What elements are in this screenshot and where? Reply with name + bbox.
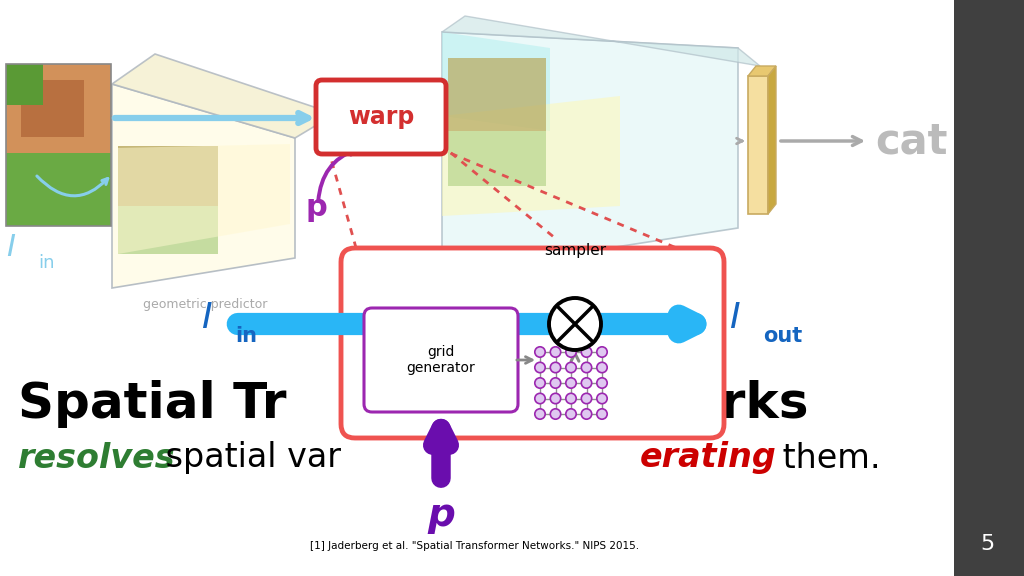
Text: in: in bbox=[234, 326, 257, 346]
Circle shape bbox=[597, 409, 607, 419]
Bar bbox=[449, 58, 546, 186]
Text: spatial var: spatial var bbox=[155, 441, 341, 475]
Text: grid
generator: grid generator bbox=[407, 345, 475, 375]
Circle shape bbox=[566, 409, 577, 419]
FancyBboxPatch shape bbox=[341, 248, 724, 438]
Bar bbox=[748, 76, 768, 214]
Text: works: works bbox=[640, 380, 809, 428]
Circle shape bbox=[535, 409, 545, 419]
Circle shape bbox=[582, 393, 592, 404]
Text: them.: them. bbox=[772, 441, 881, 475]
Circle shape bbox=[535, 347, 545, 357]
Circle shape bbox=[535, 362, 545, 373]
Circle shape bbox=[550, 409, 561, 419]
Text: sampler: sampler bbox=[544, 243, 606, 258]
Polygon shape bbox=[748, 66, 776, 76]
Text: p: p bbox=[427, 496, 455, 534]
Circle shape bbox=[566, 378, 577, 388]
Text: in: in bbox=[38, 254, 54, 272]
Text: $\mathit{I}$: $\mathit{I}$ bbox=[442, 262, 453, 290]
Text: $\mathit{I}$: $\mathit{I}$ bbox=[6, 233, 16, 263]
Polygon shape bbox=[442, 96, 620, 216]
Circle shape bbox=[535, 378, 545, 388]
Text: erating: erating bbox=[640, 441, 777, 475]
Text: warp: warp bbox=[348, 105, 414, 129]
Text: 5: 5 bbox=[980, 534, 994, 554]
Circle shape bbox=[597, 347, 607, 357]
Bar bbox=[22, 80, 84, 137]
Text: out: out bbox=[763, 326, 802, 346]
Circle shape bbox=[549, 298, 601, 350]
Text: cat: cat bbox=[874, 120, 947, 162]
FancyBboxPatch shape bbox=[316, 80, 446, 154]
Text: resolves: resolves bbox=[18, 441, 176, 475]
Circle shape bbox=[566, 393, 577, 404]
Circle shape bbox=[582, 409, 592, 419]
Polygon shape bbox=[112, 54, 335, 138]
Circle shape bbox=[566, 362, 577, 373]
Polygon shape bbox=[442, 32, 550, 131]
Bar bbox=[118, 146, 218, 254]
Circle shape bbox=[550, 347, 561, 357]
Circle shape bbox=[550, 378, 561, 388]
FancyBboxPatch shape bbox=[364, 308, 518, 412]
Bar bbox=[118, 146, 218, 206]
Polygon shape bbox=[768, 66, 776, 214]
Circle shape bbox=[550, 393, 561, 404]
Polygon shape bbox=[442, 16, 760, 66]
Circle shape bbox=[597, 362, 607, 373]
Circle shape bbox=[535, 393, 545, 404]
Bar bbox=[449, 58, 546, 131]
Text: Spatial Tr: Spatial Tr bbox=[18, 380, 287, 428]
Bar bbox=[6, 153, 111, 226]
Bar bbox=[6, 64, 43, 104]
Circle shape bbox=[582, 362, 592, 373]
Text: p: p bbox=[306, 194, 328, 222]
Polygon shape bbox=[118, 144, 290, 254]
Text: [1] Jaderberg et al. "Spatial Transformer Networks." NIPS 2015.: [1] Jaderberg et al. "Spatial Transforme… bbox=[310, 541, 640, 551]
Circle shape bbox=[582, 347, 592, 357]
Bar bbox=[6, 64, 111, 226]
Circle shape bbox=[597, 393, 607, 404]
Circle shape bbox=[597, 378, 607, 388]
Polygon shape bbox=[442, 32, 738, 274]
Circle shape bbox=[582, 378, 592, 388]
Bar bbox=[6, 64, 111, 153]
Polygon shape bbox=[112, 84, 295, 288]
Circle shape bbox=[566, 347, 577, 357]
Text: geometric predictor: geometric predictor bbox=[142, 298, 267, 311]
Text: $\mathit{I}$: $\mathit{I}$ bbox=[729, 301, 740, 335]
Circle shape bbox=[550, 362, 561, 373]
Text: $\mathit{I}$: $\mathit{I}$ bbox=[202, 301, 213, 335]
Bar bbox=[954, 0, 1024, 576]
Text: out: out bbox=[476, 282, 506, 300]
